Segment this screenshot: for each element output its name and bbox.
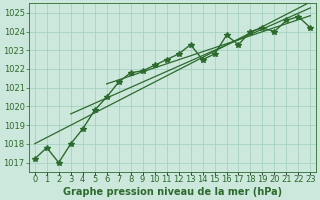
X-axis label: Graphe pression niveau de la mer (hPa): Graphe pression niveau de la mer (hPa) [63, 187, 282, 197]
